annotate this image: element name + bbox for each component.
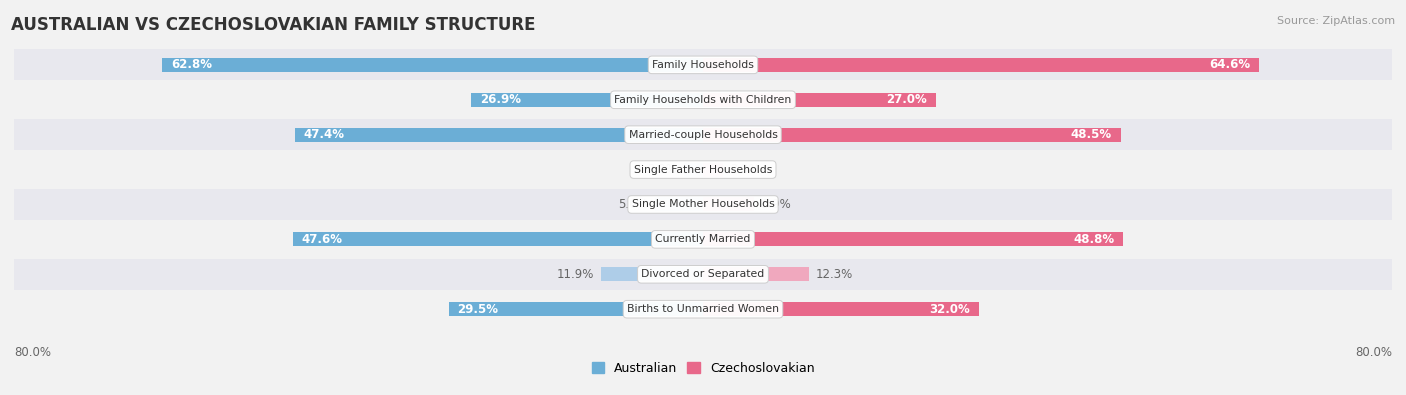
Text: 11.9%: 11.9% (557, 268, 593, 281)
Bar (14, 119, 1392, 150)
Bar (14, 154, 1392, 185)
Bar (14, 294, 1392, 325)
Bar (14, 259, 1392, 290)
Bar (655, 198, 703, 211)
Text: Family Households with Children: Family Households with Children (614, 95, 792, 105)
Text: Married-couple Households: Married-couple Households (628, 130, 778, 140)
Text: 47.6%: 47.6% (302, 233, 343, 246)
Bar (14, 85, 1392, 115)
Text: Currently Married: Currently Married (655, 234, 751, 245)
Text: 80.0%: 80.0% (1355, 346, 1392, 359)
Legend: Australian, Czechoslovakian: Australian, Czechoslovakian (589, 359, 817, 377)
Bar (703, 232, 1123, 246)
Text: 48.5%: 48.5% (1071, 128, 1112, 141)
Bar (703, 93, 935, 107)
Text: 26.9%: 26.9% (479, 93, 522, 106)
Text: 32.0%: 32.0% (929, 303, 970, 316)
Text: 12.3%: 12.3% (815, 268, 853, 281)
Text: Single Father Households: Single Father Households (634, 165, 772, 175)
Bar (14, 49, 1392, 80)
Bar (471, 93, 703, 107)
Text: Births to Unmarried Women: Births to Unmarried Women (627, 304, 779, 314)
Bar (14, 224, 1392, 255)
Text: Single Mother Households: Single Mother Households (631, 199, 775, 209)
Text: 64.6%: 64.6% (1209, 58, 1251, 71)
Bar (295, 128, 703, 142)
Text: Family Households: Family Households (652, 60, 754, 70)
Text: 27.0%: 27.0% (886, 93, 927, 106)
Text: 62.8%: 62.8% (170, 58, 212, 71)
Bar (685, 163, 703, 177)
Text: 47.4%: 47.4% (304, 128, 344, 141)
Text: 5.9%: 5.9% (761, 198, 790, 211)
Text: 48.8%: 48.8% (1074, 233, 1115, 246)
Bar (703, 58, 1260, 72)
Text: Source: ZipAtlas.com: Source: ZipAtlas.com (1277, 16, 1395, 26)
Bar (292, 232, 703, 246)
Bar (449, 302, 703, 316)
Text: 2.2%: 2.2% (647, 163, 678, 176)
Bar (162, 58, 703, 72)
Bar (703, 198, 754, 211)
Bar (703, 163, 723, 177)
Text: 5.6%: 5.6% (619, 198, 648, 211)
Bar (703, 267, 808, 281)
Bar (703, 128, 1121, 142)
Bar (600, 267, 703, 281)
Bar (703, 302, 979, 316)
Bar (14, 189, 1392, 220)
Text: Divorced or Separated: Divorced or Separated (641, 269, 765, 279)
Text: 80.0%: 80.0% (14, 346, 51, 359)
Text: 29.5%: 29.5% (457, 303, 499, 316)
Text: 2.3%: 2.3% (730, 163, 759, 176)
Text: AUSTRALIAN VS CZECHOSLOVAKIAN FAMILY STRUCTURE: AUSTRALIAN VS CZECHOSLOVAKIAN FAMILY STR… (11, 16, 536, 34)
